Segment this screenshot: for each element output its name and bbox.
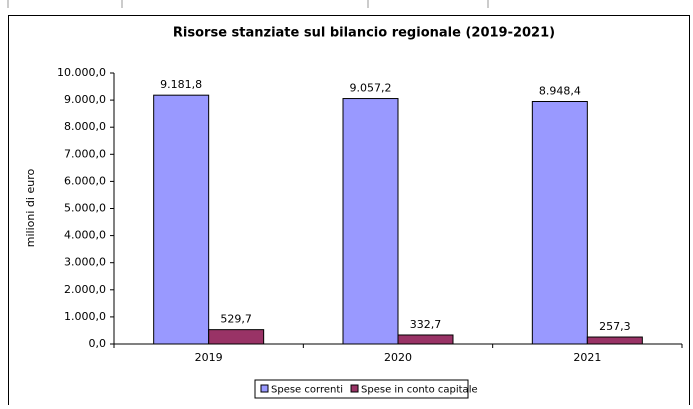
x-tick-label: 2021 [573,351,601,364]
legend-label: Spese correnti [271,385,343,396]
bar [397,334,454,345]
chart-title: Risorse stanziate sul bilancio regionale… [173,26,555,41]
y-axis-label: milioni di euro [24,169,37,248]
y-tick-label: 6.000,0 [64,174,106,187]
y-tick-label: 8.000,0 [64,120,106,133]
y-tick-label: 4.000,0 [64,229,106,242]
bar [208,329,265,345]
value-label: 9.057,2 [350,82,392,95]
bar [153,94,210,345]
y-tick-label: 2.000,0 [64,283,106,296]
legend-label: Spese in conto capitale [361,385,478,396]
y-tick-label: 0,0 [89,337,107,350]
value-label: 332,7 [410,318,442,331]
bar [531,100,588,345]
y-tick-label: 10.000,0 [57,66,106,79]
y-tick-label: 7.000,0 [64,147,106,160]
bar [342,98,399,345]
bar [586,336,643,345]
chart-frame [8,15,690,409]
y-tick-label: 3.000,0 [64,256,106,269]
x-tick-label: 2020 [384,351,412,364]
value-label: 8.948,4 [539,84,581,97]
value-label: 257,3 [599,320,631,333]
y-tick-label: 5.000,0 [64,202,106,215]
legend-swatch [350,384,359,393]
value-label: 9.181,8 [160,78,202,91]
value-label: 529,7 [220,313,252,326]
x-tick-label: 2019 [195,351,223,364]
y-tick-label: 1.000,0 [64,310,106,323]
legend-swatch [260,384,269,393]
legend-box [254,379,469,399]
y-tick-label: 9.000,0 [64,93,106,106]
